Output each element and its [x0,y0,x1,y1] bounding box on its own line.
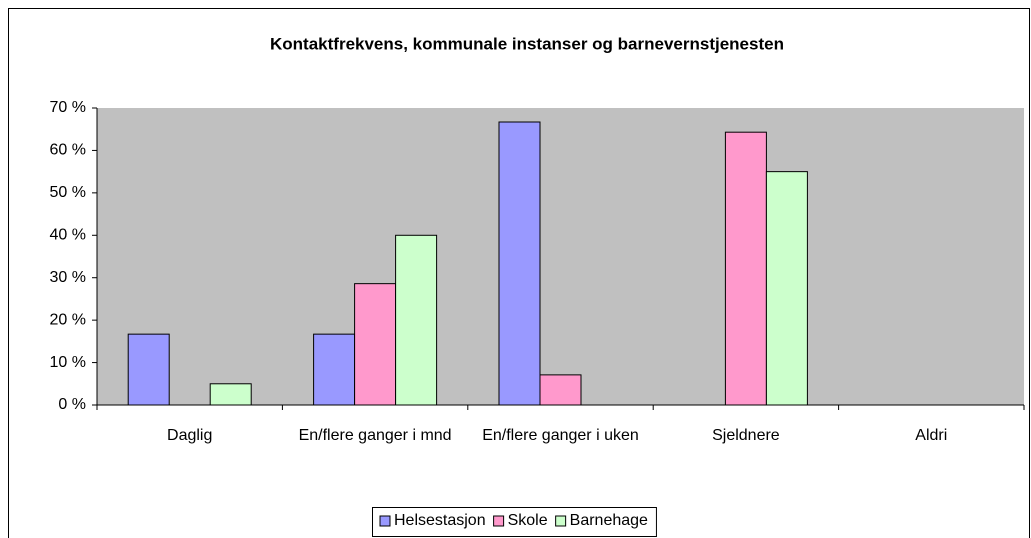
y-tick-label: 70 % [50,99,86,116]
bar [539,374,582,406]
bar [395,234,438,406]
x-tick-label: En/flere ganger i uken [482,427,639,444]
legend-label: Barnehage [570,512,648,529]
bar [724,131,767,406]
y-tick-label: 50 % [50,184,86,201]
y-tick-label: 0 % [58,396,86,413]
y-tick-label: 10 % [50,354,86,371]
legend-box [372,507,657,537]
x-tick-label: Aldri [915,427,947,444]
legend-label: Helsestasjon [394,512,486,529]
y-tick-label: 40 % [50,227,86,244]
legend-swatch [493,515,505,527]
legend: Helsestasjon Skole Barnehage [372,507,657,537]
y-tick-label: 30 % [50,269,86,286]
bar [765,171,808,406]
x-tick-label: Sjeldnere [712,427,780,444]
bar [313,333,356,406]
bar [354,283,397,406]
bar [209,383,252,406]
legend-swatch [379,515,391,527]
bar [127,333,170,406]
x-tick-label: Daglig [167,427,212,444]
legend-swatch [555,515,567,527]
plot-area [97,108,1024,405]
y-tick-label: 20 % [50,311,86,328]
bar [498,121,541,406]
y-tick-label: 60 % [50,142,86,159]
chart-title: Kontaktfrekvens, kommunale instanser og … [270,34,784,53]
x-tick-label: En/flere ganger i mnd [299,427,452,444]
legend-label: Skole [508,512,548,529]
